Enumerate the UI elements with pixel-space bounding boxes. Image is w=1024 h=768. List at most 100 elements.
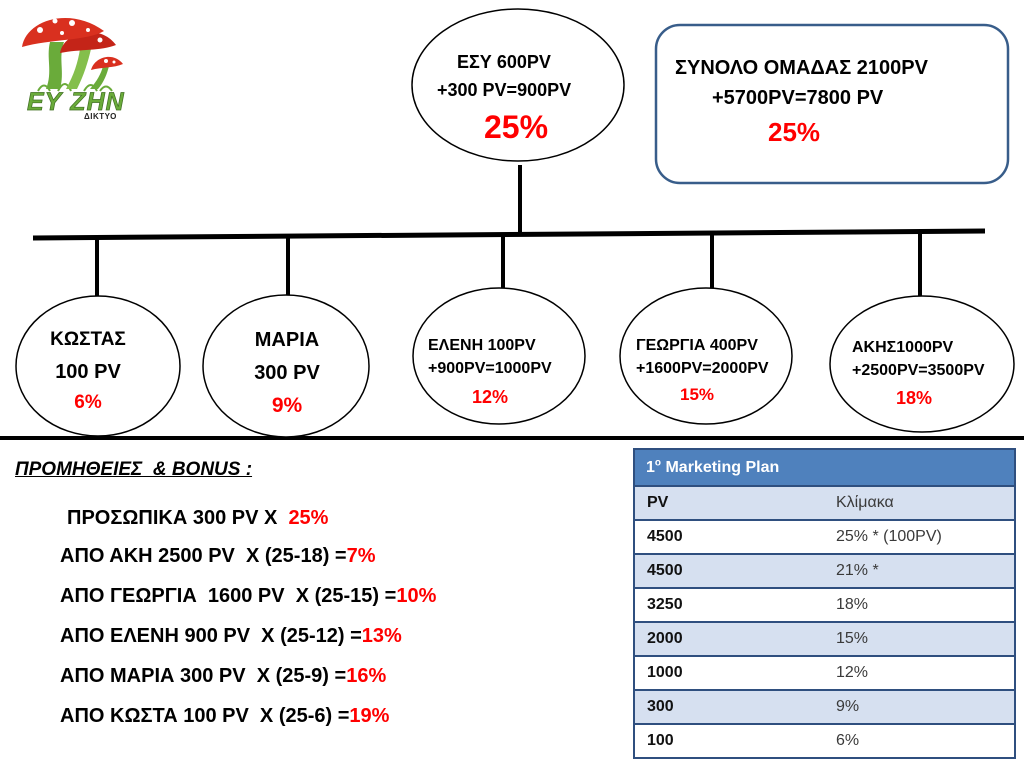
member-node-ellipse [15, 295, 181, 437]
commission-line: ΑΠΟ ΓΕΩΡΓΙΑ 1600 PV X (25-15) =10% [60, 585, 436, 608]
table-row: 300 9% [635, 689, 1014, 723]
table-row: 3250 18% [635, 587, 1014, 621]
member-name: ΕΛΕΝΗ 100PV [428, 337, 536, 354]
logo: ΕΥ ΖΗΝ ΔΙΚΤΥΟ [22, 17, 125, 121]
team-total-box [654, 23, 1010, 185]
logo-stem [90, 66, 109, 89]
member-pv: +1600PV=2000PV [636, 360, 769, 377]
commission-line: ΑΠΟ ΕΛΕΝΗ 900 PV X (25-12) =13% [60, 625, 402, 648]
table-row: 2000 15% [635, 621, 1014, 655]
table-title: 1ο Marketing Plan [635, 457, 780, 477]
logo-cap-spot [60, 31, 64, 35]
logo-cap-spot [112, 60, 116, 64]
commission-text: ΑΠΟ ΕΛΕΝΗ 900 PV X (25-12) = [60, 625, 362, 647]
member-node-kostas: ΚΩΣΤΑΣ 100 PV 6% [16, 296, 180, 436]
logo-wordmark: ΕΥ ΖΗΝ [27, 88, 125, 116]
member-name: ΜΑΡΙΑ [254, 329, 320, 351]
commission-value: 19% [349, 705, 390, 727]
marketing-plan-table: 1ο Marketing Plan PV Κλίμακα 4500 25% * … [633, 448, 1016, 759]
member-node-ellipse [202, 294, 370, 438]
table-title-row: 1ο Marketing Plan [635, 450, 1014, 485]
cell-pv: 4500 [647, 562, 683, 579]
cell-scale: 18% [836, 596, 869, 613]
top-node-line1: ΕΣΥ 600PV [457, 52, 551, 72]
cell-pv: 300 [647, 698, 674, 715]
member-percent: 12% [472, 387, 509, 407]
cell-scale: 21% * [836, 562, 879, 579]
commission-text: ΑΠΟ ΑΚΗ 2500 PV X (25-18) = [60, 545, 347, 567]
commission-value: 13% [361, 625, 402, 647]
column-header-pv: PV [647, 494, 669, 511]
logo-cap-spot [69, 20, 75, 26]
commission-text: ΑΠΟ ΓΕΩΡΓΙΑ 1600 PV X (25-15) = [60, 585, 397, 607]
logo-cap-spot [86, 28, 90, 32]
commission-line: ΑΠΟ ΜΑΡΙΑ 300 PV X (25-9) =16% [60, 665, 386, 688]
logo-stem [66, 49, 91, 89]
top-node-percent: 25% [484, 109, 549, 145]
member-percent: 6% [74, 392, 102, 413]
member-pv: 300 PV [254, 362, 320, 384]
member-name: ΚΩΣΤΑΣ [50, 329, 126, 350]
commissions-section: ΠΡΟΜΗΘΕΙΕΣ & BONUS : ΠΡΟΣΩΠΙΚΑ 300 PV X … [0, 448, 620, 748]
cell-pv: 1000 [647, 664, 683, 681]
logo-cap-spot [97, 37, 103, 43]
logo-cap-spot [52, 18, 58, 24]
main-branch-line [32, 228, 986, 241]
commission-line: ΑΠΟ ΚΩΣΤΑ 100 PV X (25-6) =19% [60, 705, 389, 728]
team-total: ΣΥΝΟΛΟ ΟΜΑΔΑΣ 2100PV +5700PV=7800 PV 25% [656, 25, 1008, 183]
member-node-akis: ΑΚΗΣ1000PV +2500PV=3500PV 18% [830, 296, 1014, 432]
team-total-percent: 25% [768, 117, 821, 147]
table-title-superscript: ο [654, 457, 662, 469]
table-header-row: PV Κλίμακα [635, 485, 1014, 519]
member-node-eleni: ΕΛΕΝΗ 100PV +900PV=1000PV 12% [413, 288, 585, 424]
logo-cap [91, 56, 123, 70]
member-percent: 15% [680, 385, 715, 404]
cell-pv: 2000 [647, 630, 683, 647]
commission-value: 7% [346, 545, 376, 567]
member-node-ellipse [829, 295, 1015, 433]
member-percent: 18% [896, 388, 933, 408]
column-header-scale: Κλίμακα [836, 494, 894, 511]
top-node-ellipse [411, 8, 625, 162]
cell-scale: 15% [836, 630, 869, 647]
logo-grass [37, 83, 113, 92]
member-pv: +900PV=1000PV [428, 360, 552, 377]
commission-text: ΑΠΟ ΜΑΡΙΑ 300 PV X (25-9) = [60, 665, 347, 687]
top-node-line2: +300 PV=900PV [437, 80, 572, 100]
team-total-line2: +5700PV=7800 PV [712, 87, 884, 109]
member-node-ellipse [619, 287, 793, 425]
logo-stem [46, 42, 64, 89]
commission-value: 25% [288, 507, 329, 529]
logo-subtitle: ΔΙΚΤΥΟ [84, 112, 117, 121]
table-row: 1000 12% [635, 655, 1014, 689]
cell-pv: 100 [647, 732, 674, 749]
commission-line: ΑΠΟ ΑΚΗ 2500 PV X (25-18) =7% [60, 545, 376, 568]
cell-scale: 9% [836, 698, 860, 715]
commission-value: 10% [396, 585, 437, 607]
cell-scale: 25% * (100PV) [836, 528, 942, 545]
commission-line: ΠΡΟΣΩΠΙΚΑ 300 PV X 25% [67, 507, 328, 530]
top-node: ΕΣΥ 600PV +300 PV=900PV 25% [412, 9, 624, 161]
member-name: ΓΕΩΡΓΙΑ 400PV [636, 337, 758, 354]
member-name: ΑΚΗΣ1000PV [852, 339, 954, 356]
table-title-number: 1 [646, 458, 655, 476]
cell-scale: 6% [836, 732, 860, 749]
member-node-maria: ΜΑΡΙΑ 300 PV 9% [203, 295, 369, 437]
table-row: 4500 21% * [635, 553, 1014, 587]
member-pv: 100 PV [55, 361, 121, 383]
table-row: 4500 25% * (100PV) [635, 519, 1014, 553]
logo-cap-spot [104, 59, 108, 63]
table-row: 100 6% [635, 723, 1014, 757]
logo-cap-spot [37, 27, 43, 33]
commission-text: ΠΡΟΣΩΠΙΚΑ 300 PV X [67, 507, 289, 529]
member-node-georgia: ΓΕΩΡΓΙΑ 400PV +1600PV=2000PV 15% [620, 288, 792, 424]
team-total-line1: ΣΥΝΟΛΟ ΟΜΑΔΑΣ 2100PV [675, 57, 928, 79]
commission-text: ΑΠΟ ΚΩΣΤΑ 100 PV X (25-6) = [60, 705, 350, 727]
member-node-ellipse [412, 287, 586, 425]
table-title-text: Marketing Plan [661, 458, 780, 476]
cell-pv: 3250 [647, 596, 683, 613]
member-pv: +2500PV=3500PV [852, 362, 985, 379]
cell-scale: 12% [836, 664, 869, 681]
member-percent: 9% [271, 394, 303, 417]
